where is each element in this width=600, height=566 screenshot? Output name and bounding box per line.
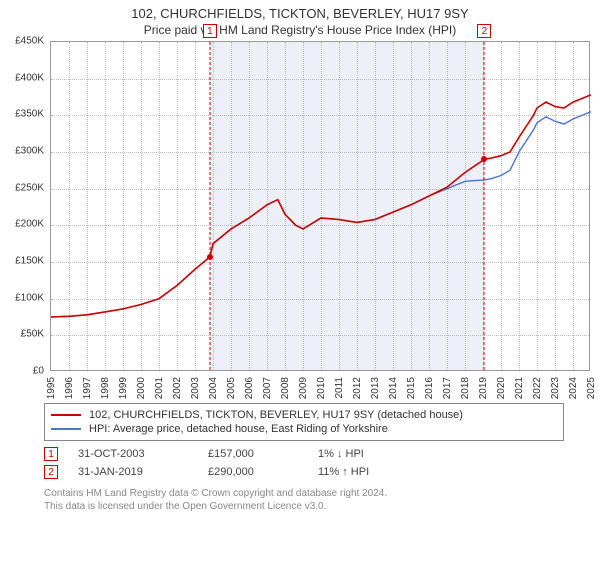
x-tick-label: 2002 [172,377,183,399]
y-tick-label: £250K [15,182,44,193]
y-tick-label: £0 [33,366,44,377]
x-tick-label: 1997 [82,377,93,399]
x-tick-label: 2019 [478,377,489,399]
plot-area: 12 [50,41,590,371]
x-tick-label: 2010 [316,377,327,399]
sale-row-price: £290,000 [208,466,298,478]
y-tick-label: £300K [15,146,44,157]
sale-row: 1 31-OCT-2003 £157,000 1% ↓ HPI [44,445,564,463]
x-tick-label: 2017 [442,377,453,399]
x-tick-label: 1998 [100,377,111,399]
x-tick-label: 2024 [568,377,579,399]
y-tick-label: £200K [15,219,44,230]
footer-text: Contains HM Land Registry data © Crown c… [44,487,590,513]
footer-line: Contains HM Land Registry data © Crown c… [44,487,590,500]
sale-marker-dot [207,254,213,260]
y-tick-label: £400K [15,72,44,83]
x-tick-label: 2018 [460,377,471,399]
sales-table: 1 31-OCT-2003 £157,000 1% ↓ HPI 2 31-JAN-2019… [44,445,564,481]
y-tick-label: £150K [15,256,44,267]
x-tick-label: 1999 [118,377,129,399]
x-tick-label: 2009 [298,377,309,399]
x-tick-label: 1996 [64,377,75,399]
sale-marker-vline [484,42,485,370]
legend-text: 102, CHURCHFIELDS, TICKTON, BEVERLEY, HU… [89,409,463,421]
x-tick-label: 2013 [370,377,381,399]
sale-row-marker: 2 [44,465,58,479]
series-hpi [51,112,591,317]
legend-row: HPI: Average price, detached house, East… [51,422,557,436]
x-tick-label: 2020 [496,377,507,399]
sale-marker-label: 1 [203,24,217,38]
legend-swatch [51,414,81,416]
legend-box: 102, CHURCHFIELDS, TICKTON, BEVERLEY, HU… [44,403,564,441]
y-tick-label: £100K [15,292,44,303]
chart-subtitle: Price paid vs. HM Land Registry's House … [0,23,600,37]
x-tick-label: 2007 [262,377,273,399]
x-tick-label: 2001 [154,377,165,399]
sale-row-price: £157,000 [208,448,298,460]
x-tick-label: 2021 [514,377,525,399]
x-tick-label: 2014 [388,377,399,399]
x-tick-label: 2008 [280,377,291,399]
legend-swatch [51,428,81,430]
x-tick-label: 2004 [208,377,219,399]
sale-row-date: 31-JAN-2019 [78,466,188,478]
x-tick-label: 2005 [226,377,237,399]
legend-row: 102, CHURCHFIELDS, TICKTON, BEVERLEY, HU… [51,408,557,422]
sale-row: 2 31-JAN-2019 £290,000 11% ↑ HPI [44,463,564,481]
x-tick-label: 2025 [586,377,597,399]
x-tick-label: 1995 [46,377,57,399]
sale-marker-vline [209,42,210,370]
legend-text: HPI: Average price, detached house, East… [89,423,388,435]
y-tick-label: £50K [21,329,44,340]
sale-row-marker: 1 [44,447,58,461]
sale-row-delta: 11% ↑ HPI [318,466,369,478]
series-svg [51,42,591,372]
x-tick-label: 2023 [550,377,561,399]
footer-line: This data is licensed under the Open Gov… [44,500,590,513]
sale-marker-label: 2 [477,24,491,38]
x-tick-label: 2022 [532,377,543,399]
x-tick-label: 2016 [424,377,435,399]
x-tick-label: 2003 [190,377,201,399]
x-tick-label: 2012 [352,377,363,399]
chart-area: 12 £0£50K£100K£150K£200K£250K£300K£350K£… [50,41,590,391]
series-property [51,95,591,317]
y-tick-label: £350K [15,109,44,120]
chart-title: 102, CHURCHFIELDS, TICKTON, BEVERLEY, HU… [0,6,600,21]
x-tick-label: 2015 [406,377,417,399]
sale-row-date: 31-OCT-2003 [78,448,188,460]
x-tick-label: 2000 [136,377,147,399]
sale-marker-dot [481,156,487,162]
y-tick-label: £450K [15,36,44,47]
x-tick-label: 2011 [334,377,345,399]
sale-row-delta: 1% ↓ HPI [318,448,364,460]
x-tick-label: 2006 [244,377,255,399]
